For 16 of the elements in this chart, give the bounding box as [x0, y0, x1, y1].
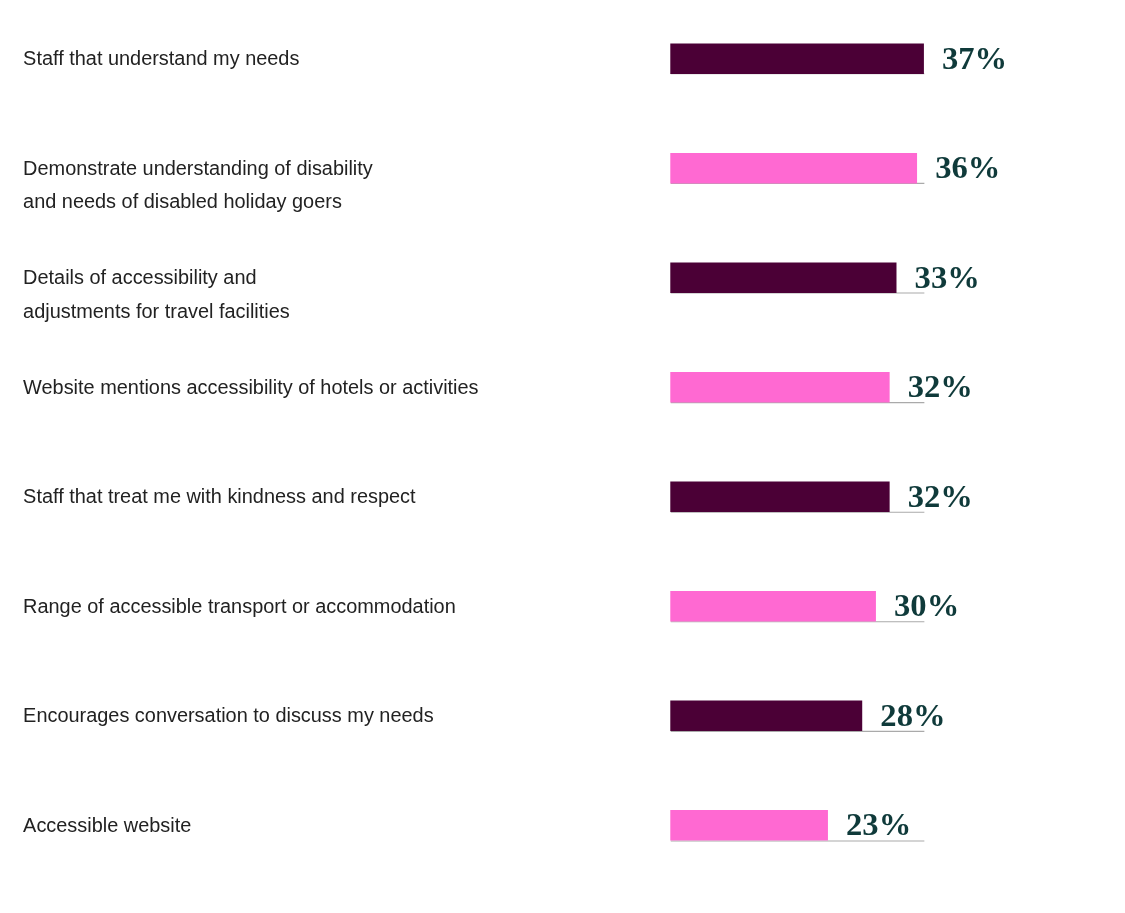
- data-label: 30%: [894, 587, 960, 624]
- y-tick-label: Accessible website: [23, 813, 192, 836]
- data-label: 37%: [942, 39, 1008, 76]
- y-tick-label: Website mentions accessibility of hotels or activities: [23, 375, 479, 398]
- data-label: 23%: [846, 806, 912, 843]
- y-tick-label: Demonstrate understanding of disability and needs of disabled holiday goers: [23, 156, 373, 213]
- data-label: 33%: [914, 258, 980, 295]
- data-label: 28%: [880, 696, 946, 733]
- data-label: 32%: [907, 477, 973, 514]
- y-tick-label: Staff that treat me with kindness and respect: [23, 485, 417, 508]
- y-tick-label: Staff that understand my needs: [23, 47, 300, 70]
- y-tick-label: Encourages conversation to discuss my needs: [23, 704, 434, 727]
- y-tick-label: Details of accessibility and adjustments for travel facilities: [23, 266, 290, 322]
- y-tick-label: Range of accessible transport or accommodation: [23, 594, 456, 617]
- data-label: 32%: [907, 368, 973, 405]
- data-label: 36%: [935, 149, 1001, 186]
